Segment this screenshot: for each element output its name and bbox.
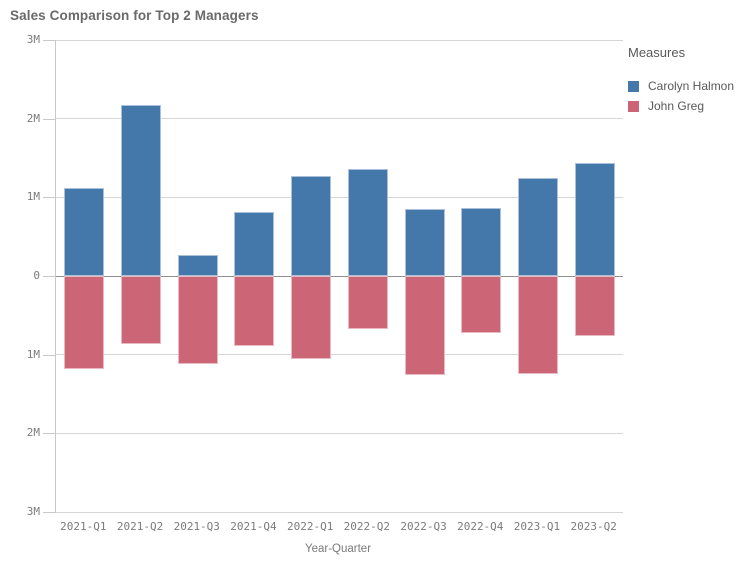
john-greg-bar-2021-Q3[interactable] <box>177 276 218 365</box>
y-tick-mark <box>43 40 56 41</box>
carolyn-halmon-bar-2022-Q3[interactable] <box>404 209 445 276</box>
y-tick-mark <box>43 118 56 120</box>
gridline <box>56 39 623 41</box>
y-tick-label: 1M <box>26 190 40 204</box>
y-tick-label: 3M <box>26 505 40 518</box>
y-tick-label: 3M <box>26 33 40 46</box>
y-tick-label: 2M <box>26 426 40 440</box>
carolyn-halmon-bar-2021-Q1[interactable] <box>64 187 105 276</box>
chart-title: Sales Comparison for Top 2 Managers <box>10 8 259 23</box>
x-tick-label: 2021-Q2 <box>116 520 164 533</box>
y-tick-mark <box>43 276 56 277</box>
carolyn-halmon-bar-2022-Q1[interactable] <box>291 176 332 276</box>
legend-items: Carolyn Halmon John Greg <box>628 76 743 116</box>
gridline <box>56 511 623 513</box>
legend-item-carolyn-halmon[interactable]: Carolyn Halmon <box>628 76 743 96</box>
y-tick-mark <box>43 197 56 199</box>
y-tick-label: 0 <box>33 269 40 282</box>
plot-area <box>55 39 623 513</box>
x-tick-label: 2022-Q2 <box>343 520 391 533</box>
gridline <box>56 432 623 434</box>
legend-label: John Greg <box>648 99 705 113</box>
john-greg-bar-2023-Q2[interactable] <box>574 276 615 336</box>
carolyn-halmon-bar-2022-Q4[interactable] <box>461 207 502 276</box>
y-tick-mark <box>43 433 56 435</box>
john-greg-bar-2022-Q3[interactable] <box>404 276 445 376</box>
carolyn-halmon-bar-2021-Q4[interactable] <box>234 212 275 276</box>
legend-swatch-icon <box>628 100 639 112</box>
x-tick-label: 2021-Q1 <box>60 520 107 533</box>
legend-swatch-icon <box>628 80 639 92</box>
john-greg-bar-2021-Q1[interactable] <box>64 276 105 369</box>
x-tick-label: 2022-Q3 <box>400 520 447 533</box>
y-tick-label: 2M <box>26 111 40 125</box>
y-tick-mark <box>43 512 56 513</box>
legend-item-john-greg[interactable]: John Greg <box>628 96 743 116</box>
gridline <box>56 354 623 356</box>
legend-label: Carolyn Halmon <box>648 79 735 93</box>
carolyn-halmon-bar-2023-Q2[interactable] <box>574 162 615 276</box>
gridline <box>56 118 623 120</box>
y-tick-mark <box>43 354 56 356</box>
legend: Measures Carolyn Halmon John Greg <box>628 45 743 116</box>
x-tick-label: 2022-Q4 <box>457 520 504 533</box>
john-greg-bar-2021-Q4[interactable] <box>234 276 275 346</box>
y-tick-label: 1M <box>26 347 40 361</box>
legend-title: Measures <box>628 45 686 60</box>
carolyn-halmon-bar-2021-Q2[interactable] <box>121 104 162 276</box>
carolyn-halmon-bar-2023-Q1[interactable] <box>517 178 558 276</box>
zero-line <box>56 275 623 277</box>
gridline <box>56 196 623 198</box>
carolyn-halmon-bar-2022-Q2[interactable] <box>347 169 388 276</box>
john-greg-bar-2022-Q2[interactable] <box>347 276 388 330</box>
x-tick-label: 2022-Q1 <box>286 520 334 533</box>
x-tick-label: 2023-Q1 <box>513 520 561 533</box>
carolyn-halmon-bar-2021-Q3[interactable] <box>177 254 218 276</box>
john-greg-bar-2021-Q2[interactable] <box>121 276 162 344</box>
x-axis-title: Year-Quarter <box>304 543 372 555</box>
john-greg-bar-2022-Q4[interactable] <box>461 276 502 333</box>
john-greg-bar-2023-Q1[interactable] <box>517 276 558 375</box>
x-tick-label: 2021-Q4 <box>230 520 277 533</box>
john-greg-bar-2022-Q1[interactable] <box>291 276 332 360</box>
x-tick-label: 2023-Q2 <box>570 520 617 533</box>
x-tick-label: 2021-Q3 <box>173 520 220 533</box>
